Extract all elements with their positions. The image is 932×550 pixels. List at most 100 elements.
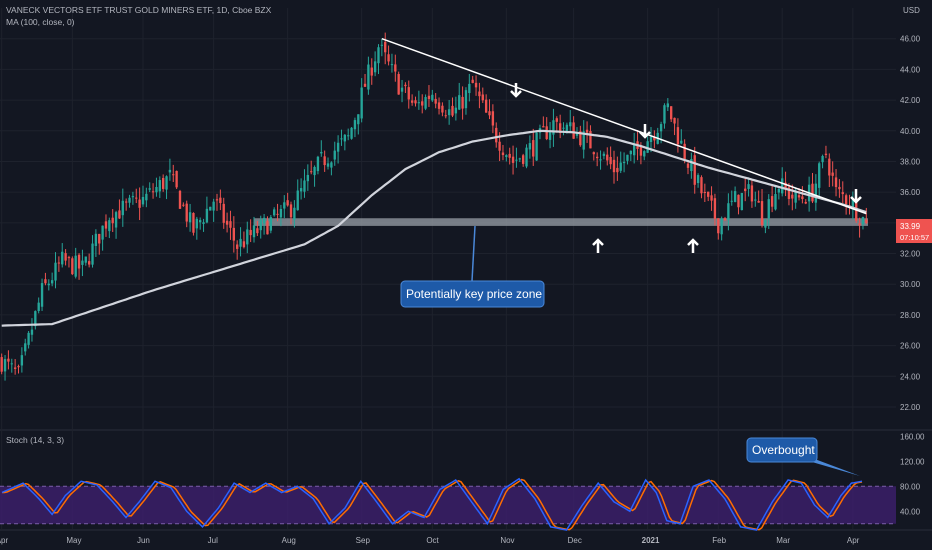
time-tick-label: 2021 [642,536,660,545]
candle-body [437,102,441,109]
candle-body [727,203,730,220]
candle-body [172,174,175,176]
candle-body [219,197,222,204]
candle-body [347,135,350,137]
candle-body [155,186,158,193]
price-tick-label: 44.00 [900,65,921,74]
candle-body [421,101,424,106]
candle-body [757,200,760,203]
candle-body [165,176,168,190]
candle-body [713,198,717,219]
candle-body [81,260,84,265]
candle-body [306,174,310,182]
time-axis[interactable]: Apr May Jun Jul Aug Sep Oct Nov Dec 2021 Feb Mar Apr [0,536,860,545]
candle-body [370,67,373,76]
candle-body [784,182,787,189]
candle-body [828,158,831,176]
candle-body [700,177,703,194]
candle-body [343,134,347,142]
grid [0,8,932,531]
candle-body [619,162,622,171]
candle-body [797,195,801,198]
candle-body [683,143,686,160]
time-tick-label: Oct [426,536,439,545]
candle-body [532,140,535,157]
price-tick-label: 46.00 [900,35,921,44]
candle-body [407,87,410,100]
candle-body [333,150,336,160]
candle-body [424,97,427,109]
price-tag-countdown: 07:10:57 [900,233,929,242]
trendline-line [381,37,867,215]
candle-body [323,156,326,166]
candle-body [794,191,797,203]
candle-body [865,219,868,223]
candle-body [629,150,632,155]
arrow-head [592,238,604,246]
candle-body [286,200,289,206]
key-price-zone [254,218,868,282]
candle-body [320,151,323,154]
candle-body [363,83,367,87]
time-tick-label: Jun [137,536,150,545]
arrow-down-2 [639,124,651,139]
arrow-down-3 [850,189,862,204]
candle-body [141,196,145,205]
candle-body [330,162,333,168]
candle-body [367,64,370,90]
candle-body [811,183,814,202]
candle-body [861,217,865,225]
candle-body [77,254,81,269]
candle-body [84,256,87,263]
candle-body [612,159,616,173]
candle-body [599,159,602,161]
candle-body [54,262,57,281]
candle-body [373,61,377,73]
candle-body [707,191,710,197]
candle-body [91,243,94,265]
candle-body [266,221,269,235]
candle-body [831,172,834,176]
overbought-callout: Overbought [746,437,818,463]
currency-label: USD [903,6,920,15]
arrow-up-2 [687,238,699,253]
price-tick-label: 38.00 [900,157,921,166]
candle-body [447,109,451,116]
candle-body [182,204,185,206]
candle-body [252,225,256,238]
stoch-band [0,486,896,524]
candle-body [764,219,767,228]
candle-body [659,124,663,132]
candle-body [478,91,481,97]
stoch-tick-label: 160.00 [900,432,925,441]
candlestick-series [0,32,868,381]
candle-body [454,107,458,114]
candle-body [199,220,202,223]
candle-body [168,169,172,173]
price-tag [896,219,932,243]
candle-body [481,94,484,101]
key-zone-callout: Potentially key price zone [400,280,545,308]
candle-body [104,221,108,229]
time-tick-label: Sep [356,536,371,545]
candle-body [145,193,148,201]
symbol-title: VANECK VECTORS ETF TRUST GOLD MINERS ETF… [6,5,272,15]
candle-body [24,343,27,352]
candle-body [676,127,680,145]
candle-body [717,218,720,234]
candle-body [289,204,293,218]
candle-body [824,153,828,155]
price-tick-label: 40.00 [900,127,921,136]
candle-body [336,142,340,152]
candle-body [212,201,215,211]
key-zone-callout-box [400,280,545,308]
candle-body [791,194,794,199]
candle-body [131,196,135,198]
candle-body [552,120,555,135]
ma-series [1,129,867,327]
candle-body [101,225,104,240]
stoch-tick-label: 40.00 [900,507,921,516]
candle-body [37,302,40,311]
candle-body [40,283,44,307]
